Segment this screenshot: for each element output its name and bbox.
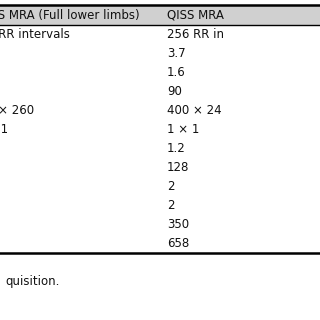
Text: 2: 2 [167,199,174,212]
Text: 0 × 260: 0 × 260 [0,104,34,117]
Text: 350: 350 [167,218,189,231]
Text: 400 × 24: 400 × 24 [167,104,222,117]
Bar [0,5,320,25]
Text: 1.2: 1.2 [167,142,186,155]
Text: QISS MRA: QISS MRA [167,9,224,21]
Text: ISS MRA (Full lower limbs): ISS MRA (Full lower limbs) [0,9,140,21]
Text: quisition.: quisition. [5,275,60,287]
Text: × 1: × 1 [0,123,8,136]
Text: 128: 128 [167,161,189,174]
Text: 2 RR intervals: 2 RR intervals [0,28,70,41]
Text: 658: 658 [167,237,189,250]
Text: 1.6: 1.6 [167,66,186,79]
Text: 256 RR in: 256 RR in [167,28,224,41]
Text: 3.7: 3.7 [167,47,186,60]
Text: 90: 90 [167,85,182,98]
Text: 1 × 1: 1 × 1 [167,123,199,136]
Text: 2: 2 [167,180,174,193]
